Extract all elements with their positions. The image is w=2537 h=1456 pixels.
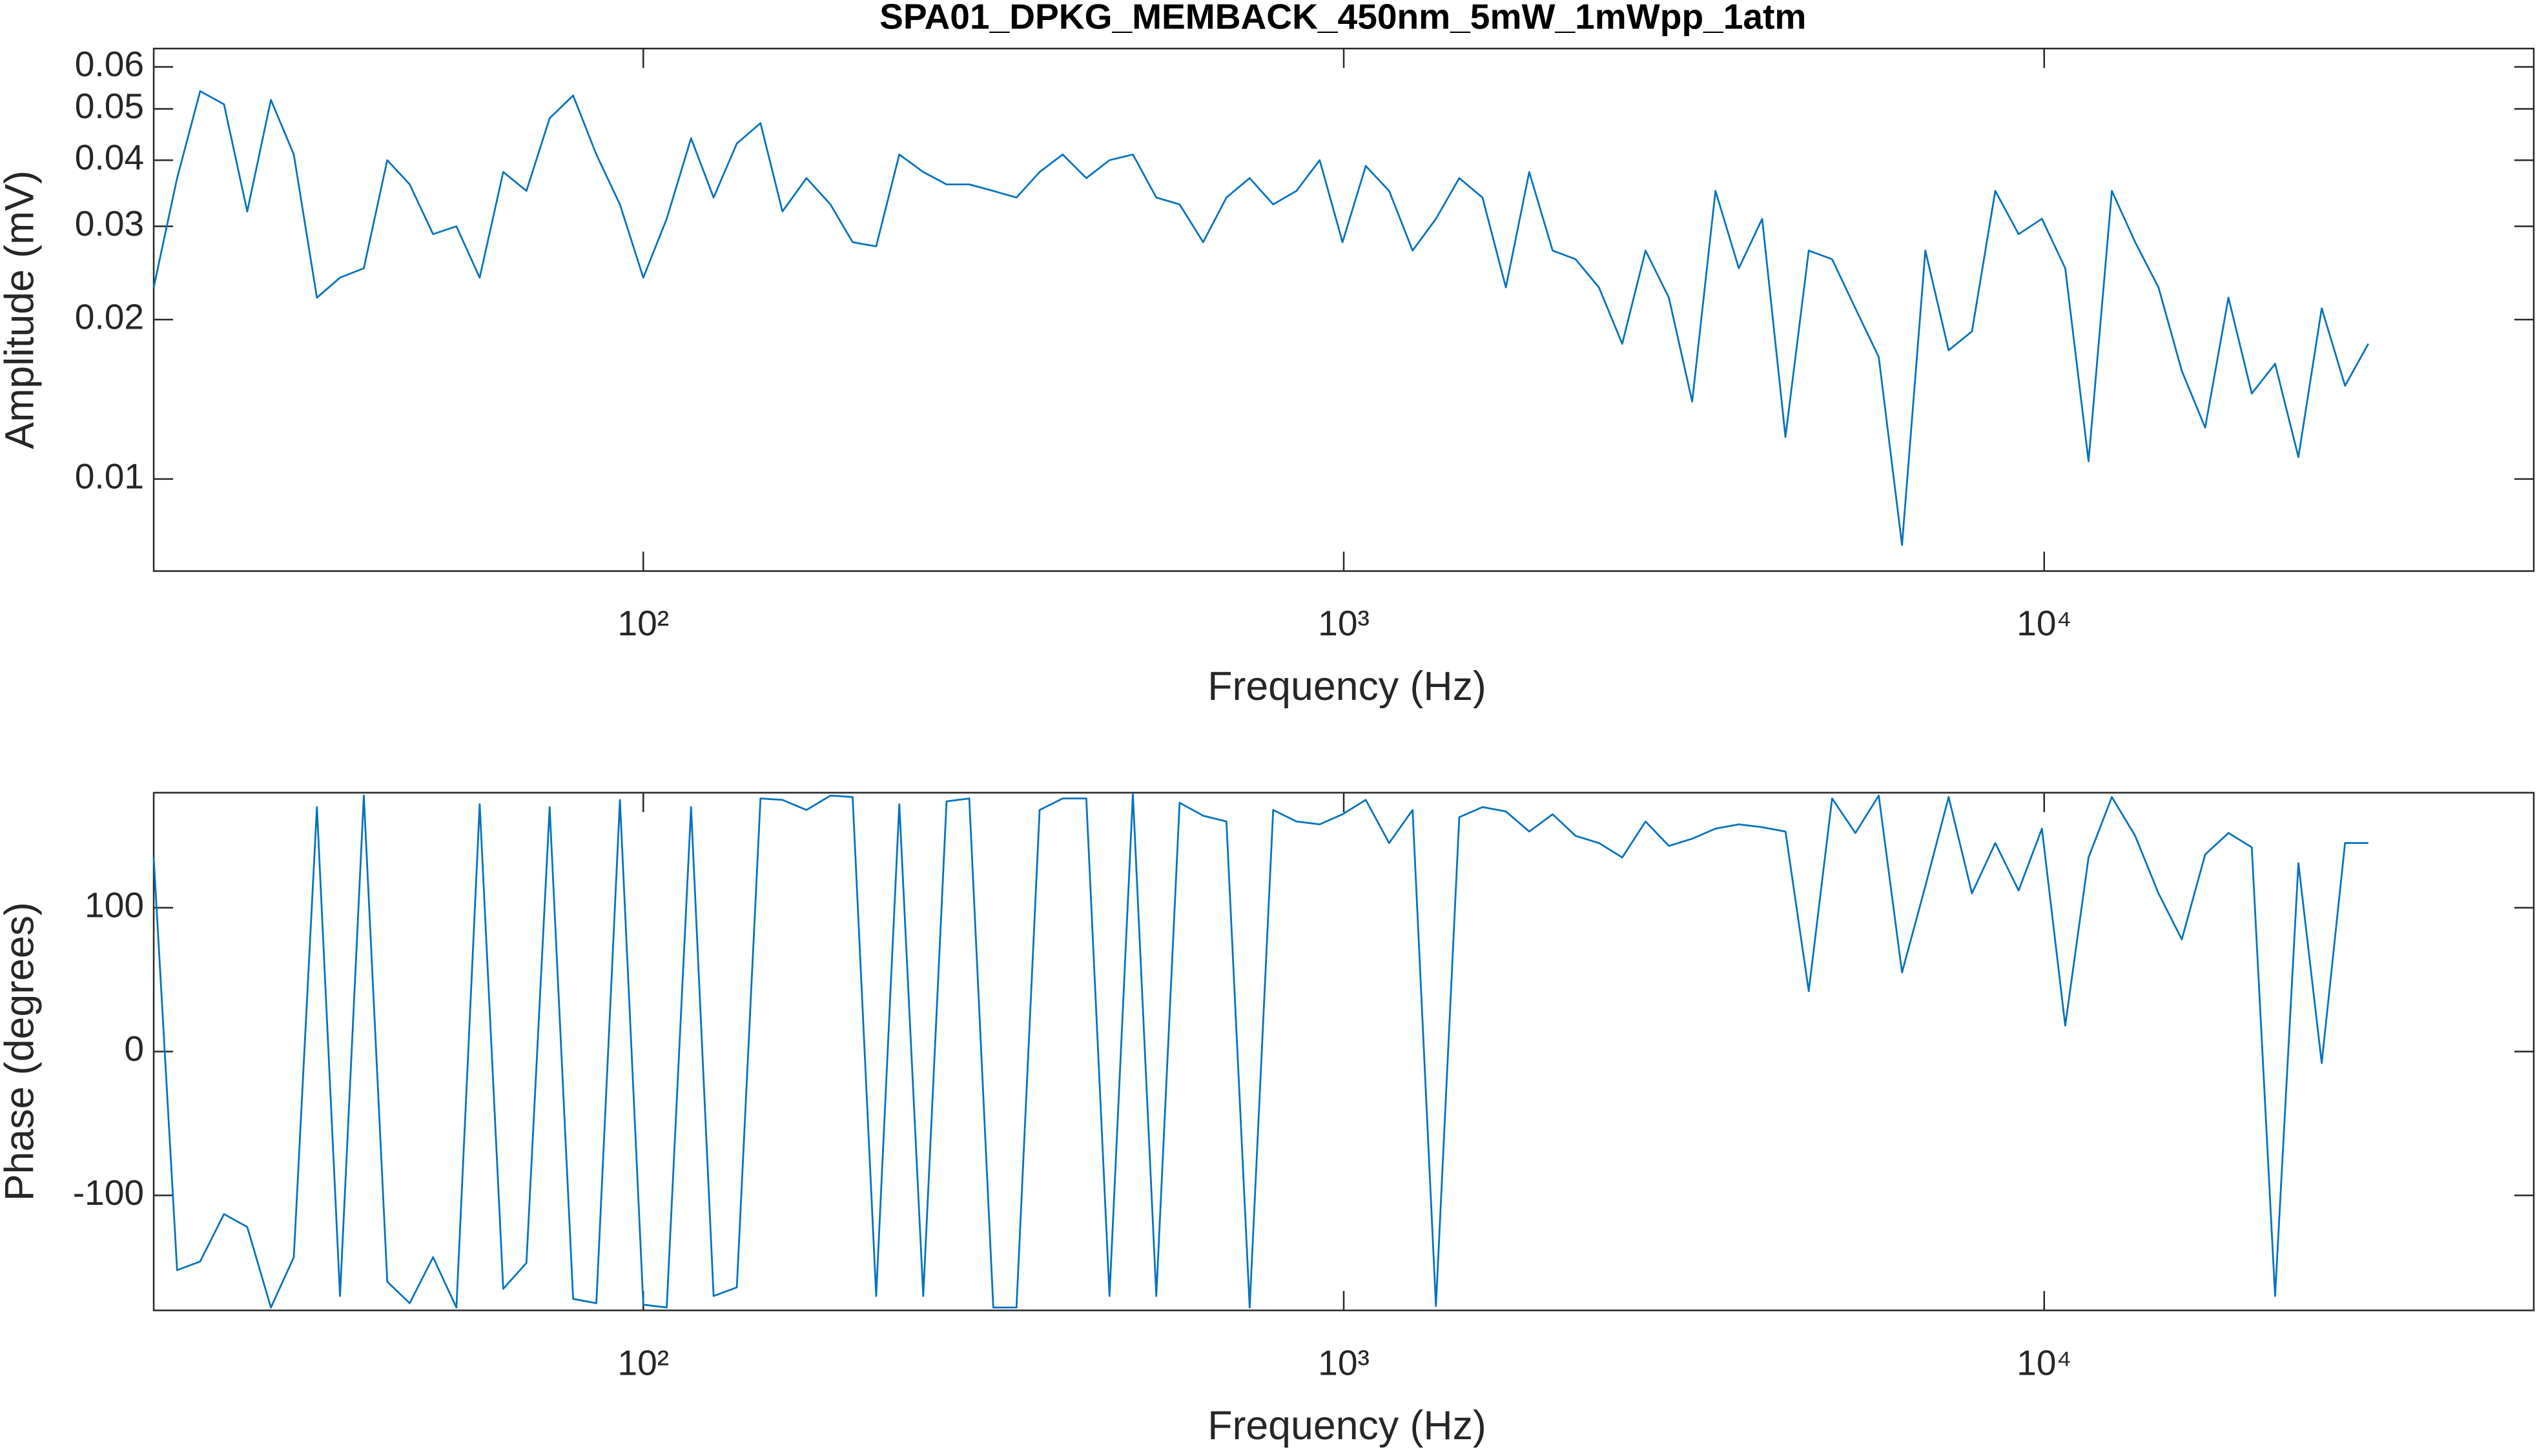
x-tick-label: 10⁴ xyxy=(2017,1342,2071,1382)
y-tick-label: 0.02 xyxy=(75,297,144,337)
x-tick-label: 10⁴ xyxy=(2017,603,2071,643)
x-tick-label: 10² xyxy=(617,603,669,643)
x-axis-label: Frequency (Hz) xyxy=(1207,664,1486,709)
y-tick-label: -100 xyxy=(73,1173,144,1213)
x-tick-label: 10² xyxy=(617,1342,669,1382)
y-tick-label: 0.05 xyxy=(75,86,144,126)
y-axis-label: Phase (degrees) xyxy=(0,902,43,1201)
data-line xyxy=(152,90,2370,546)
y-tick-label: 0.06 xyxy=(75,44,144,84)
x-tick-label: 10³ xyxy=(1318,603,1370,643)
y-tick-label: 0.04 xyxy=(75,138,144,178)
x-axis-label: Frequency (Hz) xyxy=(1207,1403,1486,1448)
y-tick-label: 0 xyxy=(124,1029,144,1069)
chart-title: SPA01_DPKG_MEMBACK_450nm_5mW_1mWpp_1atm xyxy=(879,0,1806,37)
y-tick-label: 0.01 xyxy=(75,456,144,496)
y-axis-label: Amplitude (mV) xyxy=(0,170,43,449)
y-tick-label: 0.03 xyxy=(75,203,144,243)
x-tick-label: 10³ xyxy=(1318,1342,1370,1382)
y-tick-label: 100 xyxy=(85,885,144,925)
data-line xyxy=(152,793,2368,1309)
